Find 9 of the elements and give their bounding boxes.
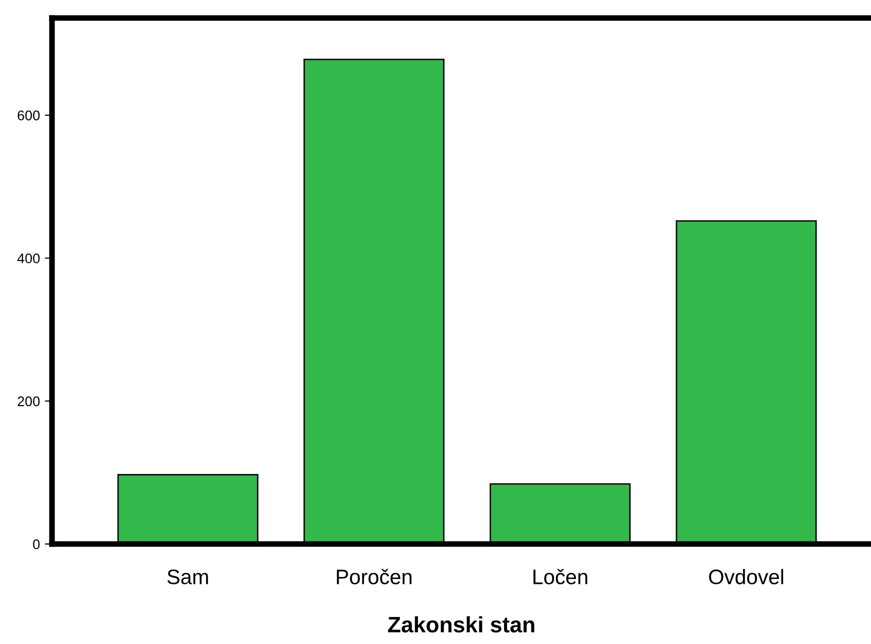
x-tick-label: Ovdovel — [709, 569, 784, 584]
y-tick-label: 0 — [33, 539, 40, 550]
y-tick-label: 200 — [18, 396, 40, 406]
x-axis-title: Zakonski stan — [388, 616, 534, 633]
x-tick-label: Poročen — [336, 568, 412, 584]
x-tick-label: Ločen — [533, 568, 588, 584]
y-tick-label: 600 — [18, 110, 40, 120]
y-tick-label: 400 — [17, 253, 40, 264]
x-tick-label: Sam — [167, 570, 208, 584]
